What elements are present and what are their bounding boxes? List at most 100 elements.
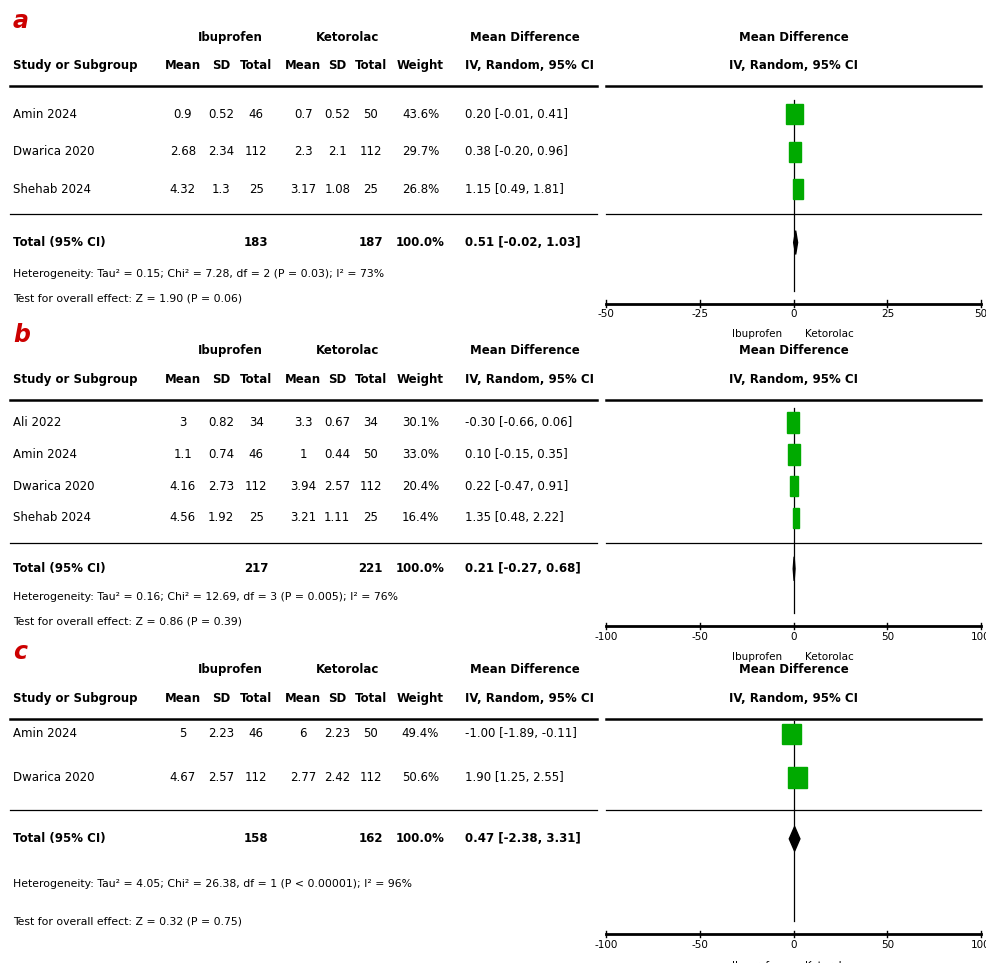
- Text: 46: 46: [248, 727, 264, 741]
- Text: 43.6%: 43.6%: [402, 108, 439, 120]
- Text: Total (95% CI): Total (95% CI): [13, 562, 106, 575]
- Text: 112: 112: [245, 771, 267, 784]
- Text: 1: 1: [300, 448, 307, 461]
- Text: -100: -100: [595, 632, 618, 641]
- Text: -50: -50: [691, 632, 709, 641]
- Text: Ibuprofen: Ibuprofen: [733, 329, 783, 339]
- Text: 4.16: 4.16: [170, 480, 196, 493]
- Bar: [786, 104, 803, 124]
- Bar: [788, 768, 807, 788]
- Text: 4.56: 4.56: [170, 511, 196, 525]
- Text: 2.42: 2.42: [324, 771, 350, 784]
- Text: 100: 100: [971, 940, 986, 950]
- Text: 1.3: 1.3: [212, 183, 231, 195]
- Text: 26.8%: 26.8%: [402, 183, 439, 195]
- Text: Ketorolac: Ketorolac: [805, 961, 854, 963]
- Text: 20.4%: 20.4%: [402, 480, 439, 493]
- Text: 0.52: 0.52: [324, 108, 350, 120]
- Text: 0.51 [-0.02, 1.03]: 0.51 [-0.02, 1.03]: [464, 236, 580, 249]
- Text: 46: 46: [248, 108, 264, 120]
- Text: IV, Random, 95% CI: IV, Random, 95% CI: [730, 692, 858, 705]
- Text: 1.92: 1.92: [208, 511, 235, 525]
- Text: 34: 34: [248, 416, 263, 429]
- Text: Weight: Weight: [397, 59, 444, 72]
- Text: 1.35 [0.48, 2.22]: 1.35 [0.48, 2.22]: [464, 511, 563, 525]
- Text: Mean Difference: Mean Difference: [470, 663, 580, 676]
- Text: 158: 158: [244, 832, 268, 846]
- Text: 3.3: 3.3: [294, 416, 313, 429]
- Text: 3: 3: [179, 416, 186, 429]
- Text: Amin 2024: Amin 2024: [13, 108, 77, 120]
- Text: 25: 25: [880, 309, 894, 319]
- Text: 0: 0: [791, 632, 797, 641]
- Text: IV, Random, 95% CI: IV, Random, 95% CI: [730, 59, 858, 72]
- Text: 1.1: 1.1: [174, 448, 192, 461]
- Text: 0.44: 0.44: [324, 448, 350, 461]
- Text: Mean: Mean: [285, 373, 321, 386]
- Text: Mean: Mean: [285, 692, 321, 705]
- Text: SD: SD: [212, 59, 230, 72]
- Text: 0: 0: [791, 309, 797, 319]
- Text: Total: Total: [355, 692, 387, 705]
- Text: 112: 112: [360, 480, 382, 493]
- Text: 0.22 [-0.47, 0.91]: 0.22 [-0.47, 0.91]: [464, 480, 568, 493]
- Text: 0.9: 0.9: [174, 108, 192, 120]
- Text: Weight: Weight: [397, 692, 444, 705]
- Text: Mean: Mean: [285, 59, 321, 72]
- Text: Dwarica 2020: Dwarica 2020: [13, 771, 95, 784]
- Text: 1.90 [1.25, 2.55]: 1.90 [1.25, 2.55]: [464, 771, 563, 784]
- Text: Ketorolac: Ketorolac: [316, 31, 380, 43]
- Text: Study or Subgroup: Study or Subgroup: [13, 59, 137, 72]
- Text: Ketorolac: Ketorolac: [805, 329, 854, 339]
- Text: 0.21 [-0.27, 0.68]: 0.21 [-0.27, 0.68]: [464, 562, 581, 575]
- Text: 0.74: 0.74: [208, 448, 234, 461]
- Text: 3.21: 3.21: [290, 511, 317, 525]
- Text: Ibuprofen: Ibuprofen: [198, 345, 262, 357]
- Text: Ibuprofen: Ibuprofen: [198, 31, 262, 43]
- Text: -50: -50: [598, 309, 615, 319]
- Text: 50: 50: [363, 727, 378, 741]
- Bar: [788, 412, 799, 432]
- Text: 33.0%: 33.0%: [402, 448, 439, 461]
- Text: Amin 2024: Amin 2024: [13, 448, 77, 461]
- Text: Total: Total: [241, 692, 272, 705]
- Text: SD: SD: [328, 373, 346, 386]
- Text: 3.17: 3.17: [290, 183, 317, 195]
- Text: -50: -50: [691, 940, 709, 950]
- Text: Total: Total: [355, 59, 387, 72]
- Text: 49.4%: 49.4%: [402, 727, 439, 741]
- Text: 4.32: 4.32: [170, 183, 196, 195]
- Text: 2.77: 2.77: [290, 771, 317, 784]
- Text: 2.23: 2.23: [208, 727, 234, 741]
- Text: 50: 50: [363, 108, 378, 120]
- Text: 0.67: 0.67: [324, 416, 350, 429]
- Text: Total: Total: [241, 373, 272, 386]
- Text: 112: 112: [360, 145, 382, 158]
- Bar: [788, 444, 801, 464]
- Text: Ali 2022: Ali 2022: [13, 416, 61, 429]
- Text: Total (95% CI): Total (95% CI): [13, 236, 106, 249]
- Text: -100: -100: [595, 940, 618, 950]
- Text: 183: 183: [244, 236, 268, 249]
- Text: Heterogeneity: Tau² = 0.16; Chi² = 12.69, df = 3 (P = 0.005); I² = 76%: Heterogeneity: Tau² = 0.16; Chi² = 12.69…: [13, 592, 397, 603]
- Text: 2.68: 2.68: [170, 145, 196, 158]
- Text: Mean: Mean: [165, 59, 201, 72]
- Text: 112: 112: [245, 145, 267, 158]
- Text: Ketorolac: Ketorolac: [316, 345, 380, 357]
- Text: 25: 25: [363, 511, 378, 525]
- Text: IV, Random, 95% CI: IV, Random, 95% CI: [730, 373, 858, 386]
- Text: 112: 112: [245, 480, 267, 493]
- Text: 1.08: 1.08: [324, 183, 350, 195]
- Text: 100.0%: 100.0%: [396, 236, 445, 249]
- Text: 1.11: 1.11: [324, 511, 350, 525]
- Text: 0.38 [-0.20, 0.96]: 0.38 [-0.20, 0.96]: [464, 145, 567, 158]
- Text: 2.73: 2.73: [208, 480, 234, 493]
- Text: 46: 46: [248, 448, 264, 461]
- Text: Study or Subgroup: Study or Subgroup: [13, 692, 137, 705]
- Text: Mean Difference: Mean Difference: [470, 345, 580, 357]
- Polygon shape: [793, 557, 795, 581]
- Bar: [793, 179, 804, 199]
- Text: -25: -25: [691, 309, 709, 319]
- Text: IV, Random, 95% CI: IV, Random, 95% CI: [464, 59, 594, 72]
- Text: 2.1: 2.1: [328, 145, 347, 158]
